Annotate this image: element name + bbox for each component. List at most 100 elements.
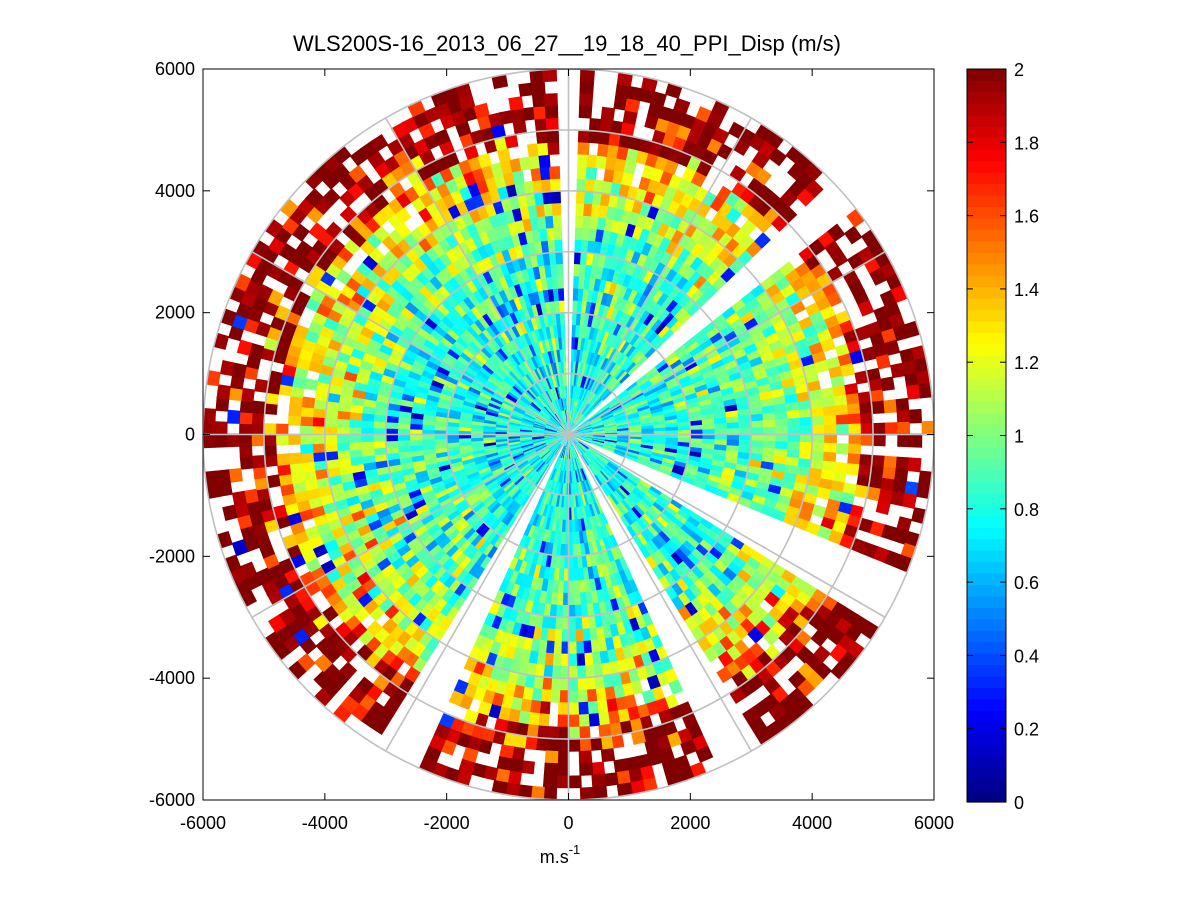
ppi-cell [421,434,435,440]
ppi-cell [845,463,860,476]
ppi-cell [520,443,534,449]
ppi-cell [422,448,436,456]
ppi-cell [443,505,458,517]
ppi-cell [264,401,278,415]
ppi-cell [446,429,459,435]
ppi-cell [474,552,488,567]
ppi-cell [588,352,596,365]
ppi-cell [830,660,850,681]
ppi-cell [499,109,515,125]
ppi-cell [578,481,584,495]
ppi-cell [434,369,449,381]
ppi-cell [534,460,545,472]
ppi-cell [429,275,444,290]
ppi-cell [612,684,625,700]
ppi-cell [618,393,631,403]
ppi-cell [458,482,472,493]
ppi-cell [459,505,473,518]
ppi-cell [590,651,602,666]
ppi-cell [644,510,657,523]
ppi-cell [336,441,350,452]
ppi-cell [636,532,648,547]
ppi-cell [395,630,412,647]
ppi-cell [432,256,448,272]
ppi-cell [616,423,630,428]
ppi-cell [608,460,621,469]
ppi-cell [604,437,618,440]
ppi-cell [529,456,541,467]
ppi-cell [689,511,704,524]
ppi-cell [353,339,369,353]
ppi-cell [483,497,497,509]
ppi-cell [520,420,534,426]
ppi-cell [474,334,488,348]
ppi-cell [485,325,498,339]
ppi-cell [471,480,485,490]
ppi-cell [606,268,617,283]
ppi-cell [368,605,385,622]
ppi-cell [527,387,538,399]
ppi-cell [390,278,406,294]
ppi-cell [784,583,802,601]
ppi-cell [643,312,655,327]
ppi-cell [749,500,764,513]
ppi-cell [671,258,685,274]
ppi-cell [445,233,460,249]
ppi-cell [433,723,451,741]
ppi-cell [600,343,609,357]
colorbar-step [967,103,1006,116]
x-tick-label: 2000 [670,813,710,833]
ppi-cell [646,524,659,538]
ppi-cell [239,455,254,470]
ppi-cell [396,492,411,504]
ppi-cell [578,494,584,507]
ppi-cell [314,467,329,480]
ppi-cell [538,340,546,354]
ppi-cell [544,429,557,433]
ppi-cell [534,419,547,426]
ppi-cell [585,603,595,617]
ppi-cell [570,397,573,411]
ppi-cell [601,674,614,689]
ppi-cell [633,486,646,498]
ppi-cell [470,437,484,442]
ppi-cell [617,430,630,433]
ppi-cell [627,275,639,290]
ppi-cell [492,391,506,401]
ppi-cell [478,230,492,246]
ppi-cell [443,352,458,364]
ppi-cell [440,266,455,282]
ppi-cell [626,477,638,488]
ppi-cell [506,340,518,354]
ppi-cell [584,406,594,417]
ppi-cell [709,524,725,538]
ppi-cell [598,316,607,331]
ppi-cell [501,606,513,621]
ppi-cell [822,405,837,418]
ppi-cell [431,611,447,628]
ppi-cell [312,415,326,427]
ppi-cell [412,597,428,613]
ppi-cell [645,299,658,314]
ppi-cell [637,405,651,413]
ppi-cell [660,396,674,405]
ppi-cell [447,487,462,498]
ppi-cell [373,446,387,456]
ppi-cell [690,288,705,304]
ppi-cell [652,565,665,580]
ppi-cell [576,443,585,455]
ppi-cell [287,660,307,681]
ppi-cell [467,386,481,396]
ppi-cell [574,457,579,471]
ppi-cell [554,239,563,253]
colorbar-step [967,790,1006,803]
ppi-cell [236,513,253,530]
ppi-cell [571,446,576,459]
ppi-cell [771,509,787,522]
ppi-cell [458,268,473,284]
ppi-cell [720,267,736,283]
ppi-cell [605,376,616,388]
ppi-cell [613,351,624,364]
ppi-cell [657,495,671,507]
ppi-cell [389,348,405,361]
